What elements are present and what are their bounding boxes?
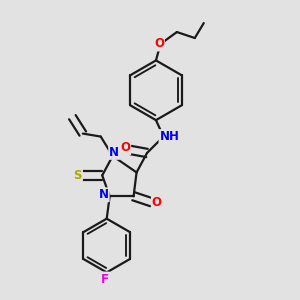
Text: F: F — [101, 272, 109, 286]
Text: NH: NH — [160, 130, 179, 143]
Text: N: N — [99, 188, 109, 201]
Text: O: O — [152, 196, 162, 209]
Text: S: S — [74, 169, 82, 182]
Text: N: N — [109, 146, 119, 159]
Text: O: O — [154, 38, 164, 50]
Text: O: O — [120, 141, 130, 154]
